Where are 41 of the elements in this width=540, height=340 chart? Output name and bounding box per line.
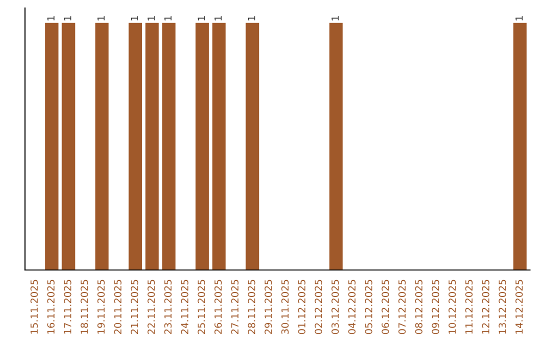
x-tick-label: 01.12.2025 [298,280,306,334]
data-label: 1 [198,16,205,20]
x-tick-label: 28.11.2025 [248,280,256,334]
x-tick-label: 15.11.2025 [30,280,38,334]
data-label: 1 [130,16,138,20]
x-tick-label: 27.11.2025 [231,280,239,334]
x-tick-label: 09.12.2025 [432,280,440,334]
x-tick-label: 04.12.2025 [348,280,356,334]
data-label: 1 [516,16,523,20]
x-tick-label: 25.11.2025 [198,280,206,334]
x-tick-label: 22.11.2025 [148,280,155,334]
x-tick-label: 06.12.2025 [382,280,390,334]
data-label: 1 [64,16,72,20]
x-tick-label: 08.12.2025 [415,280,422,334]
data-label: 1 [47,16,54,20]
data-label: 1 [332,16,339,20]
x-tick-label: 11.12.2025 [465,280,473,334]
x-tick-label: 21.11.2025 [130,280,138,334]
data-label: 1 [214,16,222,20]
data-label: 1 [98,16,105,20]
x-tick-label: 20.11.2025 [114,280,122,334]
x-tick-label: 18.11.2025 [80,280,88,334]
x-tick-label: 19.11.2025 [97,280,105,334]
x-tick-label: 05.12.2025 [364,280,372,334]
x-tick-label: 07.12.2025 [398,280,406,334]
x-tick-label: 16.11.2025 [47,280,55,334]
data-label: 1 [164,16,172,20]
x-tick-label: 29.11.2025 [264,280,272,334]
x-tick-label: 12.12.2025 [482,280,490,334]
data-label: 1 [248,16,256,20]
x-tick-label: 24.11.2025 [180,280,188,334]
data-label: 1 [148,16,155,20]
x-tick-label: 23.11.2025 [164,280,172,334]
x-tick-label: 14.12.2025 [515,280,523,334]
x-tick-label: 03.12.2025 [331,280,339,334]
x-tick-label: 30.11.2025 [281,280,289,334]
x-tick-label: 17.11.2025 [64,280,72,334]
x-tick-label: 02.12.2025 [314,280,322,334]
x-tick-label: 13.12.2025 [498,280,506,334]
x-tick-label: 10.12.2025 [448,280,456,334]
x-tick-label: 26.11.2025 [214,280,222,334]
